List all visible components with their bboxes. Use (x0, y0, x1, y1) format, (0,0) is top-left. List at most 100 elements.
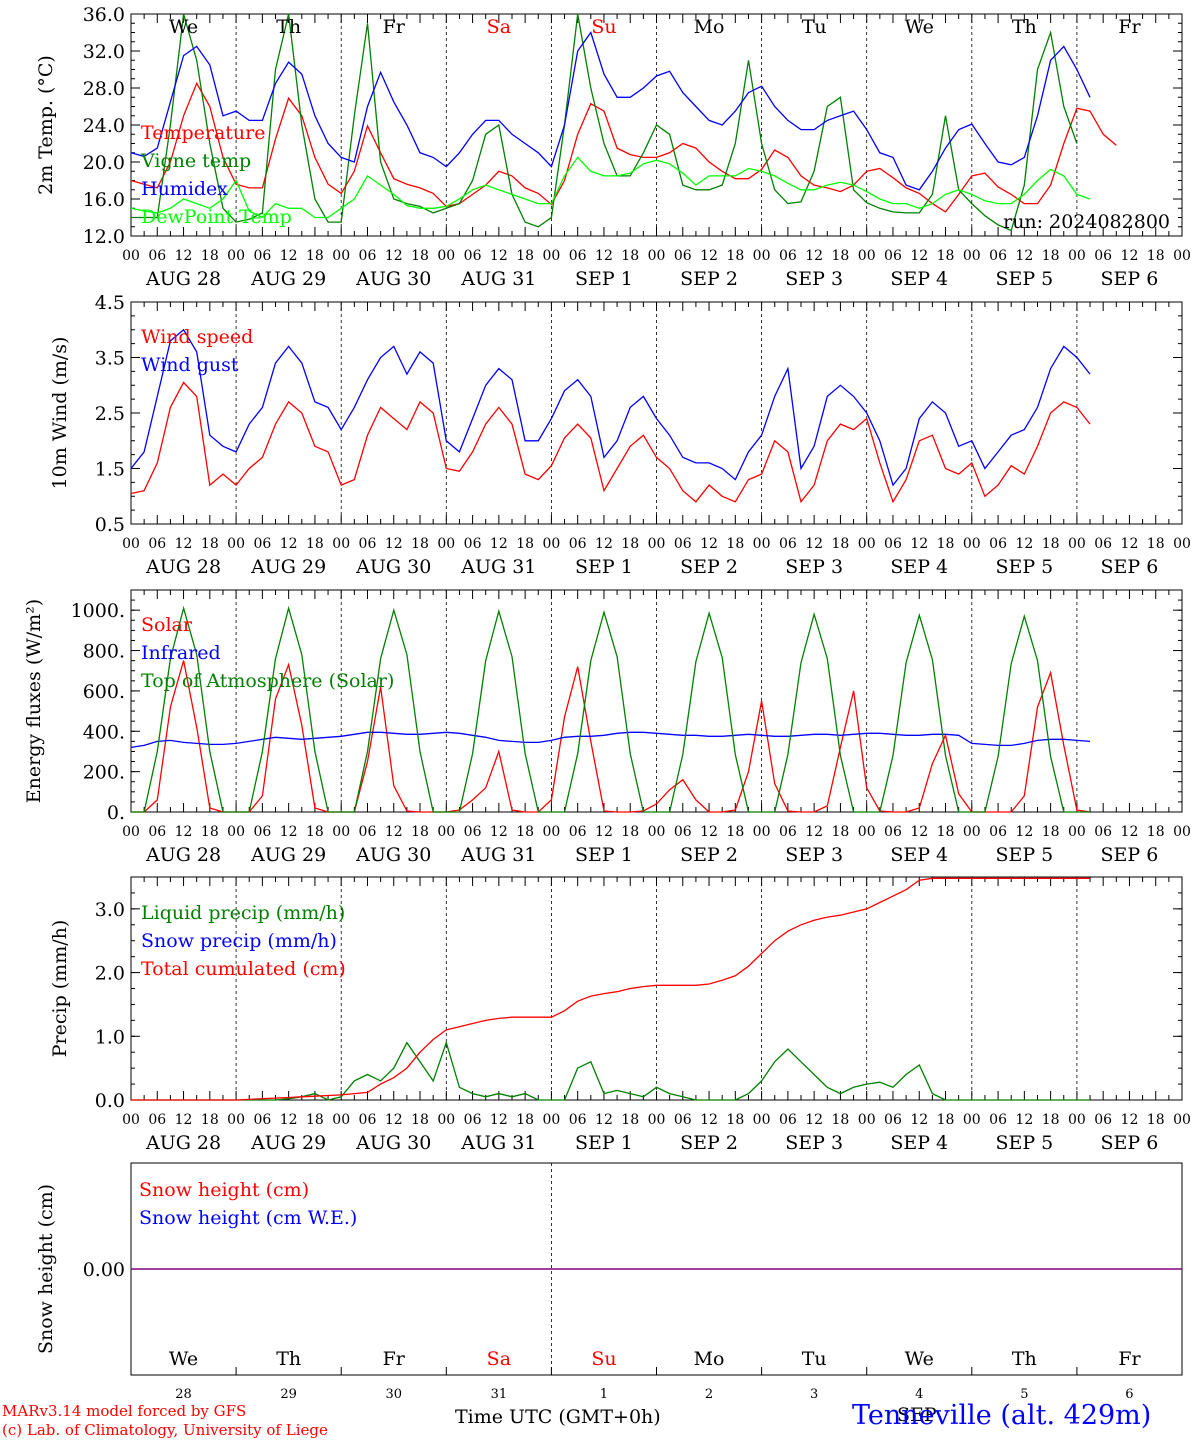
date-label: SEP 6 (1101, 268, 1159, 290)
hour-label: 12 (175, 824, 193, 840)
series-liquid-precip-mm-h- (131, 1040, 1090, 1101)
date-label: AUG 31 (460, 268, 536, 290)
y-tick-label: 0.0 (95, 1090, 125, 1112)
hour-label: 12 (175, 248, 193, 264)
hour-label: 18 (201, 536, 219, 552)
hour-label: 12 (805, 824, 823, 840)
day-name: Th (1012, 16, 1037, 38)
date-label: AUG 28 (145, 1132, 221, 1154)
day-number: 1 (600, 1387, 608, 1402)
station-label: Tenneville (alt. 429m) (852, 1400, 1152, 1431)
hour-label: 00 (648, 824, 666, 840)
y-tick-label: 600. (83, 681, 125, 703)
hour-label: 00 (858, 248, 876, 264)
y-tick-label: 4.5 (95, 292, 125, 314)
hour-label: 18 (516, 248, 534, 264)
credit-line-1: MARv3.14 model forced by GFS (2, 1402, 247, 1420)
x-axis-label: Time UTC (GMT+0h) (455, 1406, 661, 1428)
y-axis-label: Snow height (cm) (35, 1184, 57, 1354)
y-tick-label: 1.5 (95, 459, 125, 481)
hour-label: 12 (490, 824, 508, 840)
hour-label: 00 (542, 536, 560, 552)
hour-label: 06 (253, 536, 271, 552)
y-axis-label: Precip (mm/h) (49, 920, 71, 1058)
hour-label: 12 (385, 824, 403, 840)
date-label: AUG 28 (145, 268, 221, 290)
hour-label: 12 (280, 536, 298, 552)
date-label: AUG 30 (355, 268, 431, 290)
date-label: AUG 31 (460, 1132, 536, 1154)
hour-label: 00 (122, 824, 140, 840)
y-tick-label: 800. (83, 641, 125, 663)
date-label: AUG 30 (355, 556, 431, 578)
hour-label: 18 (937, 536, 955, 552)
legend-entry: Solar (141, 614, 193, 636)
hour-label: 12 (280, 248, 298, 264)
legend-entry: Temperature (141, 122, 265, 144)
hour-label: 00 (963, 248, 981, 264)
hour-label: 06 (779, 536, 797, 552)
series-dewpoint-temp (130, 156, 1091, 219)
series-wind-speed (130, 381, 1091, 504)
hour-label: 00 (1173, 248, 1191, 264)
hour-label: 12 (175, 1112, 193, 1128)
hour-label: 12 (175, 536, 193, 552)
hour-label: 18 (621, 248, 639, 264)
hour-label: 18 (726, 248, 744, 264)
hour-label: 06 (253, 1112, 271, 1128)
y-tick-label: 3.5 (95, 348, 125, 370)
hour-label: 12 (595, 824, 613, 840)
hour-label: 06 (569, 824, 587, 840)
hour-label: 00 (753, 1112, 771, 1128)
hour-label: 00 (437, 824, 455, 840)
panel-energy: 0. 200. 400. 600. 800. 1000. Energy fluxes (W/… (23, 589, 1191, 866)
hour-label: 18 (306, 248, 324, 264)
hour-label: 06 (148, 536, 166, 552)
legend-entry: Infrared (141, 642, 221, 664)
hour-label: 18 (306, 1112, 324, 1128)
date-label: SEP 3 (785, 844, 843, 866)
y-tick-label: 0. (107, 802, 125, 824)
hour-label: 12 (910, 824, 928, 840)
legend-entry: Liquid precip (mm/h) (141, 902, 345, 924)
hour-label: 06 (1094, 536, 1112, 552)
hour-label: 18 (516, 536, 534, 552)
hour-label: 18 (306, 824, 324, 840)
hour-label: 18 (1042, 824, 1060, 840)
hour-label: 00 (648, 248, 666, 264)
date-label: SEP 3 (785, 268, 843, 290)
hour-label: 06 (674, 536, 692, 552)
hour-label: 12 (805, 536, 823, 552)
hour-label: 00 (1173, 1112, 1191, 1128)
hour-label: 06 (1094, 1112, 1112, 1128)
y-tick-label: 400. (83, 721, 125, 743)
hour-label: 00 (753, 248, 771, 264)
hour-label: 06 (464, 536, 482, 552)
hour-label: 06 (253, 248, 271, 264)
run-annotation: run: 2024082800 (1003, 211, 1170, 233)
hour-label: 18 (411, 248, 429, 264)
hour-label: 00 (1173, 824, 1191, 840)
day-name: Fr (1118, 1348, 1141, 1370)
hour-label: 12 (910, 536, 928, 552)
hour-label: 18 (516, 824, 534, 840)
date-label: SEP 6 (1101, 1132, 1159, 1154)
day-name: Fr (383, 1348, 406, 1370)
legend-entry: Snow height (cm W.E.) (139, 1207, 357, 1229)
legend-entry: Vigne temp (140, 150, 251, 172)
panel-snow: 0.00 Snow height (cm) Snow height (cm) Snow… (35, 1162, 1183, 1402)
y-tick-label: 16.0 (83, 189, 125, 211)
hour-label: 06 (779, 1112, 797, 1128)
legend-entry: DewPoint Temp (141, 206, 292, 228)
hour-label: 18 (411, 1112, 429, 1128)
panel-wind: 0.5 1.5 2.5 3.5 4.5 10m Wind (m/s) Wind speed W… (49, 292, 1191, 578)
hour-label: 12 (805, 248, 823, 264)
y-tick-label: 2.0 (95, 963, 125, 985)
hour-label: 00 (332, 824, 350, 840)
hour-label: 00 (963, 824, 981, 840)
hour-label: 12 (1015, 248, 1033, 264)
day-name: Th (1012, 1348, 1037, 1370)
date-label: SEP 2 (680, 556, 738, 578)
hour-label: 06 (779, 248, 797, 264)
hour-label: 06 (464, 1112, 482, 1128)
